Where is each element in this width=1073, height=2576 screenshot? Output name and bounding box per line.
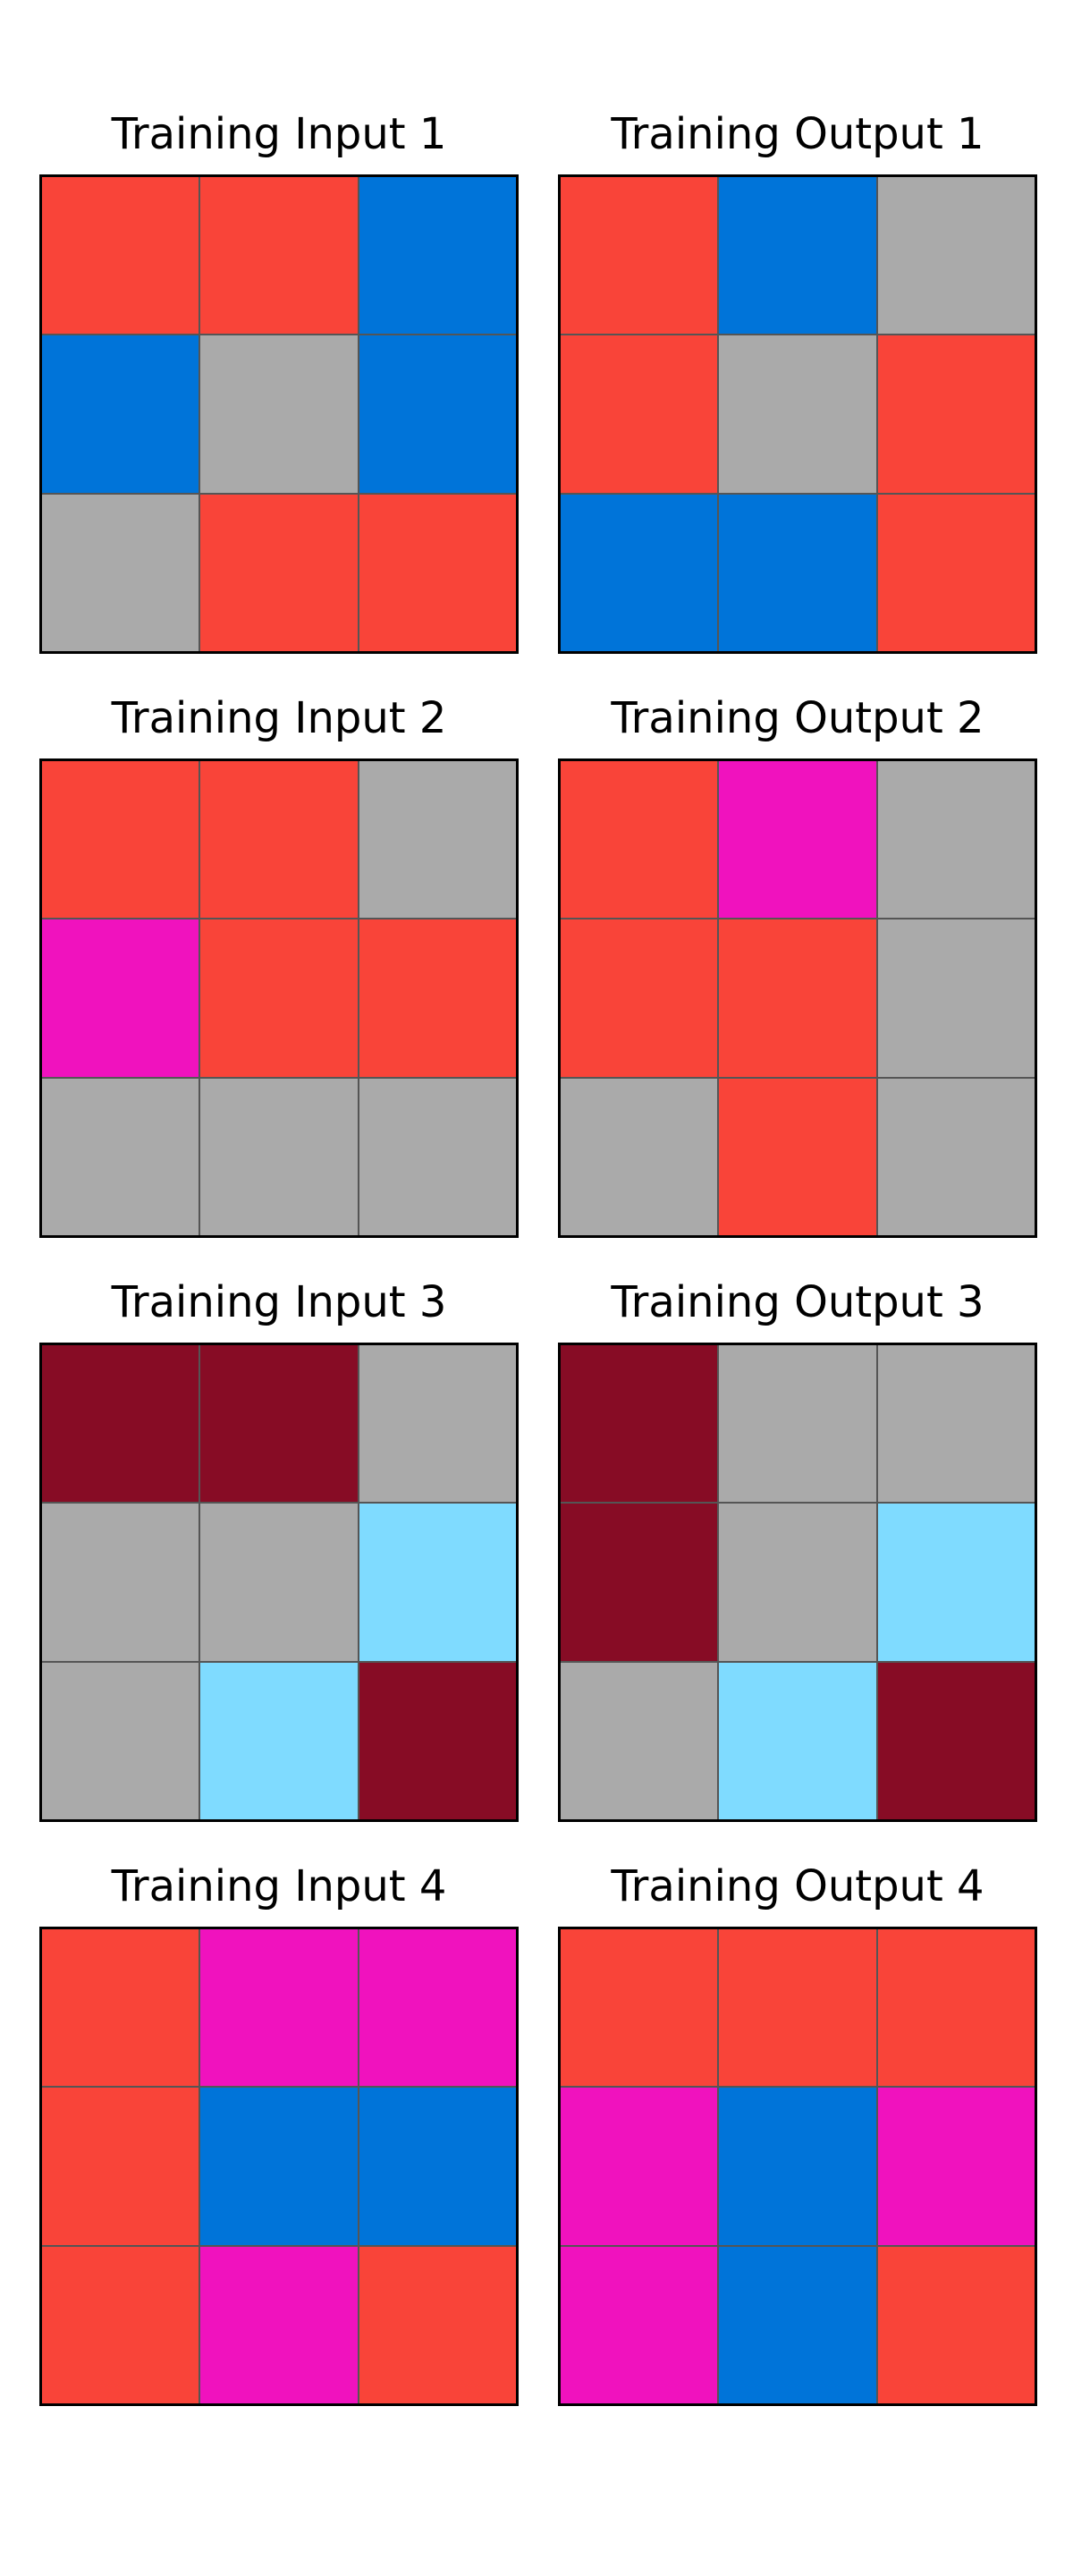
grid-cell-1-2 — [359, 2088, 516, 2245]
grid-cell-0-1 — [200, 177, 358, 335]
panel-title: Training Input 2 — [111, 693, 447, 743]
grid — [558, 758, 1037, 1238]
grid-cell-1-1 — [200, 1504, 358, 1661]
panel-title: Training Output 2 — [611, 693, 984, 743]
grid-cell-2-1 — [719, 2246, 876, 2403]
grid-cell-2-0 — [42, 494, 199, 651]
grid-cell-0-1 — [200, 761, 358, 919]
grid-cell-1-2 — [877, 2088, 1035, 2245]
grid-cell-1-1 — [719, 919, 876, 1077]
grid-cell-2-1 — [719, 1078, 876, 1235]
grid-cell-0-0 — [561, 177, 718, 335]
grid-cell-2-0 — [42, 1662, 199, 1819]
grid-cell-0-1 — [200, 1929, 358, 2087]
grid-cell-1-0 — [561, 335, 718, 493]
grid-cell-2-2 — [877, 1662, 1035, 1819]
grid-cell-2-0 — [561, 1662, 718, 1819]
grid-cell-0-0 — [561, 1345, 718, 1503]
grid-cell-1-1 — [200, 335, 358, 493]
grid-cell-0-0 — [42, 1929, 199, 2087]
grid-cell-0-2 — [359, 177, 516, 335]
grid-cell-1-2 — [877, 919, 1035, 1077]
grid-cell-0-2 — [359, 761, 516, 919]
grid-cell-1-1 — [200, 919, 358, 1077]
grid — [558, 174, 1037, 654]
grid-cell-2-0 — [561, 1078, 718, 1235]
grid-cell-2-2 — [359, 2246, 516, 2403]
grid-cell-1-2 — [877, 1504, 1035, 1661]
grid-cell-0-1 — [719, 1929, 876, 2087]
grid-cell-2-2 — [359, 1078, 516, 1235]
grid-cell-1-0 — [561, 2088, 718, 2245]
grid-cell-2-1 — [719, 494, 876, 651]
grid-cell-2-1 — [200, 2246, 358, 2403]
grid-cell-2-2 — [877, 1078, 1035, 1235]
grid-cell-1-0 — [42, 1504, 199, 1661]
grid-cell-0-2 — [877, 1345, 1035, 1503]
grid-cell-1-2 — [359, 1504, 516, 1661]
grid-cell-2-0 — [561, 2246, 718, 2403]
grid-cell-2-1 — [200, 494, 358, 651]
grid-cell-1-0 — [42, 335, 199, 493]
grid-cell-1-2 — [877, 335, 1035, 493]
panel-title: Training Input 1 — [111, 109, 447, 159]
grid-cell-1-1 — [719, 335, 876, 493]
grid-cell-1-1 — [719, 2088, 876, 2245]
grid-cell-2-0 — [561, 494, 718, 651]
grid-cell-0-0 — [561, 761, 718, 919]
grid-cell-0-1 — [719, 177, 876, 335]
grid-cell-0-0 — [42, 761, 199, 919]
panel-title: Training Input 4 — [111, 1861, 447, 1911]
grid-cell-1-2 — [359, 919, 516, 1077]
grid-cell-2-0 — [42, 2246, 199, 2403]
panel-title: Training Input 3 — [111, 1277, 447, 1327]
grid-cell-0-1 — [719, 1345, 876, 1503]
grid-cell-2-2 — [877, 494, 1035, 651]
grid-cell-1-0 — [561, 919, 718, 1077]
grid-cell-0-2 — [877, 1929, 1035, 2087]
grid-cell-1-0 — [42, 2088, 199, 2245]
grid — [39, 1927, 519, 2406]
grid-cell-0-0 — [42, 1345, 199, 1503]
panel-title: Training Output 1 — [611, 109, 984, 159]
grid — [39, 1343, 519, 1822]
grid-cell-1-1 — [719, 1504, 876, 1661]
grid-cell-0-0 — [42, 177, 199, 335]
grid — [39, 758, 519, 1238]
grid-cell-0-2 — [359, 1345, 516, 1503]
grid-cell-2-1 — [719, 1662, 876, 1819]
grid-cell-2-2 — [359, 494, 516, 651]
grid-cell-2-1 — [200, 1078, 358, 1235]
grid-cell-2-0 — [42, 1078, 199, 1235]
grid-cell-0-0 — [561, 1929, 718, 2087]
grid-cell-0-1 — [719, 761, 876, 919]
grid — [558, 1343, 1037, 1822]
grid-cell-1-0 — [42, 919, 199, 1077]
grid-cell-1-2 — [359, 335, 516, 493]
grid-cell-0-2 — [877, 177, 1035, 335]
grid-cell-2-2 — [877, 2246, 1035, 2403]
grid-cell-0-2 — [359, 1929, 516, 2087]
grid — [558, 1927, 1037, 2406]
grid-cell-2-1 — [200, 1662, 358, 1819]
grid-cell-0-2 — [877, 761, 1035, 919]
grid-cell-0-1 — [200, 1345, 358, 1503]
grid-cell-1-0 — [561, 1504, 718, 1661]
grid-cell-2-2 — [359, 1662, 516, 1819]
grid-cell-1-1 — [200, 2088, 358, 2245]
panel-title: Training Output 4 — [611, 1861, 984, 1911]
grid — [39, 174, 519, 654]
panel-title: Training Output 3 — [611, 1277, 984, 1327]
